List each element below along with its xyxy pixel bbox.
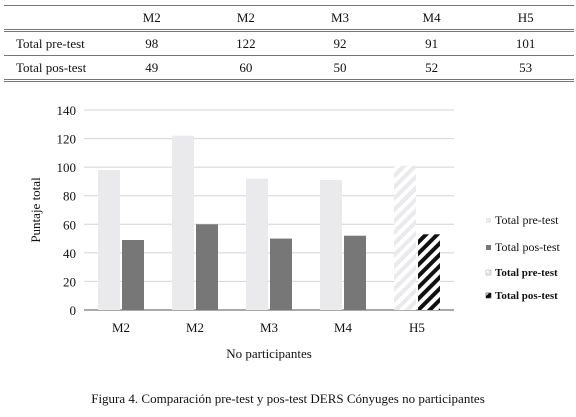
bar-pos-test bbox=[418, 234, 440, 310]
legend-swatch bbox=[486, 245, 491, 250]
table-cell: 52 bbox=[385, 55, 478, 82]
bar-pos-test bbox=[122, 240, 144, 310]
y-tick-label: 120 bbox=[57, 132, 77, 147]
bar-chart: 0 20 40 60 80 100 120 140 M2 M2 M3 M4 H5 No participa… bbox=[28, 103, 560, 361]
bar-chart-container: 0 20 40 60 80 100 120 140 M2 M2 M3 M4 H5 No participa… bbox=[0, 92, 576, 382]
data-table: M2 M2 M3 M4 H5 Total pre-test 98 122 92 … bbox=[4, 5, 574, 82]
legend-swatch-hatched bbox=[485, 269, 492, 276]
bar-pre-test bbox=[98, 170, 120, 310]
y-tick-label: 0 bbox=[70, 303, 77, 318]
legend-swatch bbox=[486, 218, 491, 223]
y-tick-label: 20 bbox=[63, 274, 76, 289]
x-tick-label: M2 bbox=[112, 320, 130, 335]
x-tick-label: H5 bbox=[409, 320, 425, 335]
y-tick-label: 40 bbox=[63, 246, 76, 261]
y-tick-label: 140 bbox=[57, 103, 77, 118]
bar-pos-test bbox=[270, 238, 292, 310]
table-cell: 49 bbox=[106, 55, 198, 82]
y-axis-title: Puntaje total bbox=[28, 177, 43, 243]
y-tick-label: 100 bbox=[57, 160, 77, 175]
table-header-row: M2 M2 M3 M4 H5 bbox=[4, 5, 574, 31]
table-cell: 91 bbox=[385, 29, 478, 56]
table-row-label: Total pre-test bbox=[4, 29, 106, 56]
x-axis-title: No participantes bbox=[226, 346, 312, 361]
table-header-cell: M4 bbox=[385, 5, 478, 31]
table-header-cell: H5 bbox=[477, 5, 574, 31]
legend-label: Total pos-test bbox=[495, 240, 560, 254]
table-row-label: Total pos-test bbox=[4, 55, 106, 82]
data-table-container: M2 M2 M3 M4 H5 Total pre-test 98 122 92 … bbox=[4, 5, 574, 82]
table-row: Total pos-test 49 60 50 52 53 bbox=[4, 55, 574, 82]
table-header-cell: M2 bbox=[106, 5, 198, 31]
legend-label: Total pre-test bbox=[495, 213, 559, 227]
bar-pos-test bbox=[344, 235, 366, 310]
table-cell: 101 bbox=[477, 29, 574, 56]
legend-swatch-hatched bbox=[485, 292, 492, 299]
table-cell: 60 bbox=[197, 55, 295, 82]
y-tick-label: 80 bbox=[63, 189, 76, 204]
table-cell: 122 bbox=[197, 29, 295, 56]
y-tick-label: 60 bbox=[63, 217, 76, 232]
x-tick-label: M2 bbox=[186, 320, 204, 335]
table-cell: 98 bbox=[106, 29, 198, 56]
table-cell: 53 bbox=[477, 55, 574, 82]
figure-caption: Figura 4. Comparación pre-test y pos-tes… bbox=[91, 391, 485, 406]
bar-pos-test bbox=[196, 224, 218, 310]
bar-pre-test bbox=[172, 135, 194, 310]
table-cell: 92 bbox=[294, 29, 386, 56]
table-header-cell: M2 bbox=[197, 5, 295, 31]
legend-label-highlight: Total pre-test bbox=[495, 267, 558, 279]
bar-pre-test bbox=[394, 165, 416, 310]
table-header-cell: M3 bbox=[294, 5, 386, 31]
bar-pre-test bbox=[246, 178, 268, 310]
table-row: Total pre-test 98 122 92 91 101 bbox=[4, 29, 574, 56]
table-header-cell bbox=[4, 5, 106, 31]
bar-pre-test bbox=[320, 180, 342, 310]
x-tick-label: M4 bbox=[334, 320, 353, 335]
legend-label-highlight: Total pos-test bbox=[495, 290, 558, 302]
x-tick-label: M3 bbox=[260, 320, 278, 335]
table-cell: 50 bbox=[294, 55, 386, 82]
